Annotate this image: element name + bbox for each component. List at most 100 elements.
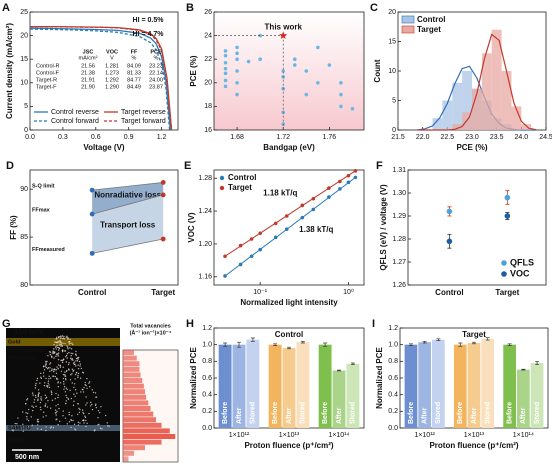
y-tick-label: 0.4 <box>388 392 398 399</box>
y-tick-label: 24 <box>204 32 212 39</box>
ion-track <box>31 409 34 412</box>
ion-track <box>51 369 53 372</box>
data-point <box>339 104 343 109</box>
ion-track <box>63 385 66 388</box>
ion-track <box>55 338 57 340</box>
ion-track <box>68 362 70 364</box>
y-axis-label: QFLS (eV) / voltage (V) <box>379 184 388 271</box>
panel-label: D <box>6 160 14 172</box>
bar <box>346 363 360 428</box>
data-point <box>273 221 278 226</box>
data-point <box>316 45 320 50</box>
ion-track <box>67 338 69 340</box>
bar <box>516 369 530 428</box>
ion-track <box>94 392 97 394</box>
ion-track <box>77 403 79 405</box>
error-bar <box>472 341 476 345</box>
ion-track <box>16 423 18 425</box>
level-line <box>92 182 164 191</box>
data-point <box>339 92 343 97</box>
y-tick-label: 1.16 <box>198 274 212 281</box>
y-tick-label: 16 <box>204 127 212 134</box>
ion-track <box>52 350 54 352</box>
group-label: 1×10¹³ <box>279 432 300 439</box>
x-tick-label: 10⁰ <box>343 288 354 296</box>
ion-track <box>74 428 76 430</box>
ion-track <box>56 366 58 368</box>
layer-label: ITO/SnO2/C60 <box>8 347 45 353</box>
histogram-bar <box>481 53 492 130</box>
ion-track <box>83 386 85 389</box>
ion-track <box>42 372 45 374</box>
vacancy-bar <box>123 400 149 406</box>
ion-track <box>63 338 66 340</box>
ion-track <box>47 400 49 402</box>
panel-title: Control <box>275 330 303 339</box>
ion-track <box>53 357 55 359</box>
data-point <box>346 180 351 185</box>
x-tick-label: 24.5 <box>539 134 552 141</box>
region-label: Nonradiative loss <box>94 191 161 200</box>
x-tick-label: Control <box>78 288 106 297</box>
ion-track <box>59 343 61 345</box>
ion-track <box>63 383 65 385</box>
data-point <box>246 59 251 64</box>
ion-track <box>65 370 68 373</box>
y-tick-label: 0.6 <box>388 375 398 382</box>
data-point <box>235 45 239 50</box>
ion-track <box>50 426 53 428</box>
ion-track <box>79 377 82 379</box>
y-tick-label: 1.0 <box>388 342 398 349</box>
ion-track <box>64 374 66 376</box>
ion-track <box>58 347 61 350</box>
ion-track <box>34 387 37 389</box>
histogram-bar <box>501 71 512 130</box>
table-header: JSC <box>83 49 94 55</box>
x-tick-label: Control <box>435 288 463 297</box>
y-tick-label: 0.8 <box>388 358 398 365</box>
ion-track <box>89 401 92 404</box>
ion-track <box>65 400 67 402</box>
ion-track <box>91 389 93 391</box>
ion-track <box>36 428 39 430</box>
ion-track <box>52 352 55 355</box>
y-tick-label: 22 <box>204 56 212 63</box>
background <box>214 12 364 130</box>
vacancy-bar <box>123 383 144 389</box>
error-bar <box>408 343 413 346</box>
error-bar <box>458 342 463 347</box>
legend-label: Target <box>417 25 441 34</box>
bar-label: Before <box>506 402 513 424</box>
ion-track <box>51 393 53 396</box>
ion-track <box>26 399 28 401</box>
plot-frame <box>213 11 365 131</box>
plot-frame <box>29 169 179 286</box>
ion-track <box>55 392 57 395</box>
bar-label: After <box>336 407 343 424</box>
x-axis-label: PCE (%) <box>456 143 487 152</box>
ion-track <box>72 362 75 365</box>
ion-track <box>58 335 60 338</box>
ion-track <box>49 377 52 379</box>
legend-label: QFLS <box>510 257 534 267</box>
ion-track <box>21 425 24 427</box>
slope-label: 1.38 kT/q <box>299 225 333 234</box>
ion-track <box>75 365 77 367</box>
histogram-bar <box>432 118 443 130</box>
bar-label: Stored <box>435 402 442 424</box>
y-tick-label: 0.2 <box>202 408 212 415</box>
y-tick-label: 0.0 <box>202 425 212 432</box>
ion-track <box>64 371 66 373</box>
ion-track <box>59 365 61 367</box>
ion-track <box>26 416 28 418</box>
ion-track <box>62 410 64 412</box>
panel-label: I <box>372 318 375 330</box>
ion-track <box>82 419 84 422</box>
level-line <box>92 238 164 254</box>
ion-track <box>27 419 30 422</box>
ion-track <box>73 400 75 403</box>
slope-label: 1.18 kT/q <box>263 188 297 197</box>
ion-track <box>42 366 45 368</box>
y-tick-label: 5 <box>392 97 396 104</box>
